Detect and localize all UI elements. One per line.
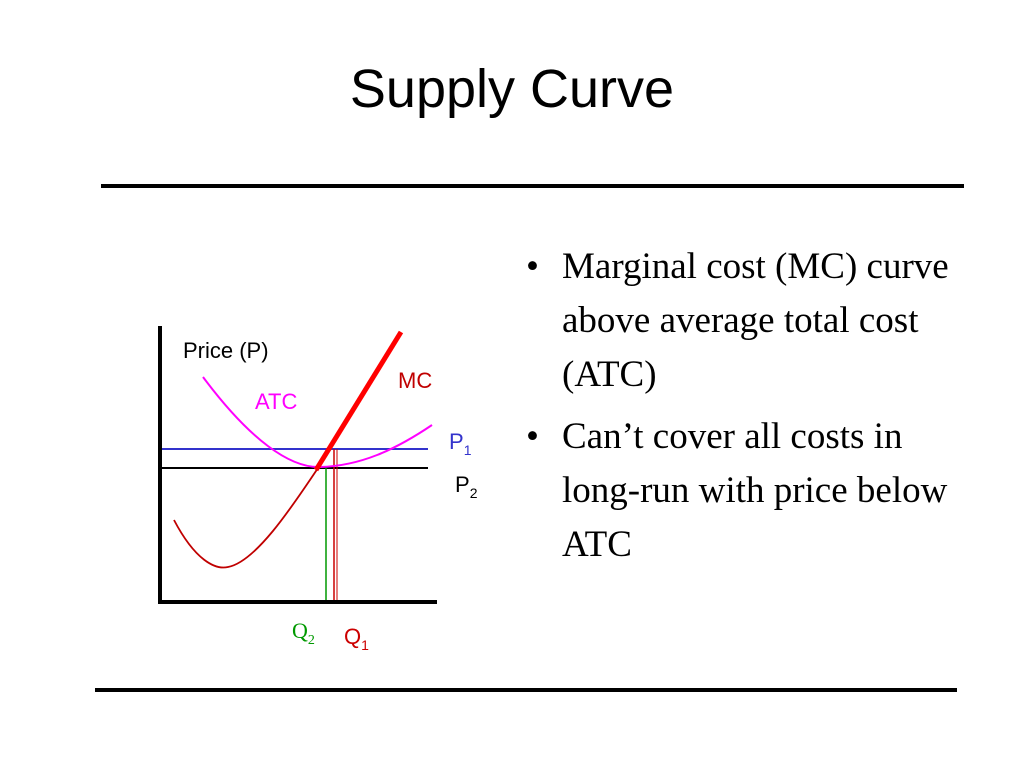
bullet-list: • Marginal cost (MC) curve above average … — [520, 240, 980, 580]
mc-supply-segment — [313, 330, 404, 472]
bullet-item: • Can’t cover all costs in long-run with … — [520, 410, 980, 572]
mc-label: MC — [398, 368, 432, 393]
mc-curve — [173, 467, 319, 569]
bullet-item: • Marginal cost (MC) curve above average … — [520, 240, 980, 402]
bottom-divider — [95, 688, 957, 692]
q2-label: Q2 — [292, 618, 315, 648]
q1-label: Q1 — [344, 624, 369, 653]
bullet-dot-icon: • — [526, 416, 539, 457]
y-axis-label: Price (P) — [183, 338, 269, 363]
p1-label: P1 — [449, 429, 472, 458]
bullet-dot-icon: • — [526, 246, 539, 287]
bullet-text: Marginal cost (MC) curve above average t… — [562, 246, 949, 395]
atc-label: ATC — [255, 389, 297, 414]
top-divider — [101, 184, 964, 188]
slide-title: Supply Curve — [349, 59, 675, 119]
p2-label: P2 — [455, 472, 478, 501]
bullet-text: Can’t cover all costs in long-run with p… — [562, 416, 948, 565]
